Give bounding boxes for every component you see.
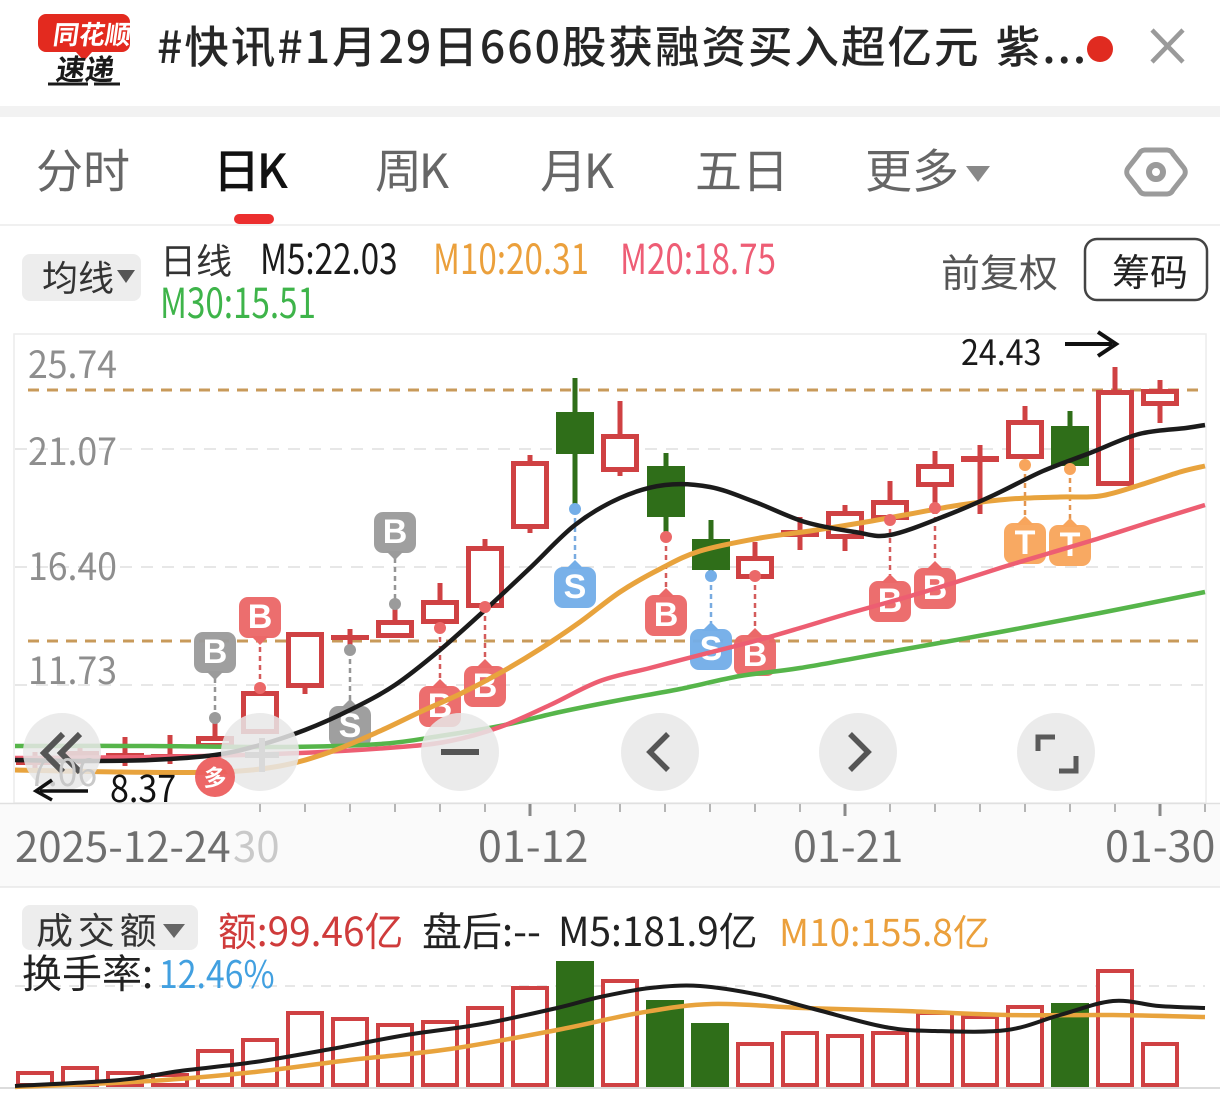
svg-text:S: S [339, 707, 362, 745]
svg-text:S: S [700, 630, 723, 668]
svg-text:B: B [203, 633, 228, 671]
svg-text:T: T [1015, 524, 1036, 562]
svg-text:S: S [564, 568, 587, 606]
svg-text:B: B [248, 598, 273, 636]
svg-text:B: B [654, 596, 679, 634]
svg-text:B: B [383, 513, 408, 551]
